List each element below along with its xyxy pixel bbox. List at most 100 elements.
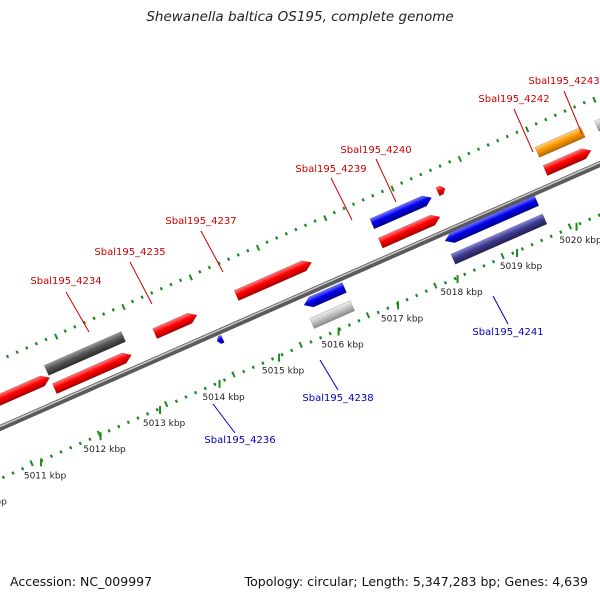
reverse-scale-tick [184,395,188,399]
forward-scale-tick [275,236,279,240]
gene-4241-dark [450,213,548,265]
reverse-scale-tick [213,382,217,387]
forward-scale-tick [284,231,288,236]
label-leader [513,108,534,153]
pseudogene-4234-shape [43,331,126,376]
forward-scale-tick [342,206,346,211]
gene-label: Sbal195_4236 [204,435,275,446]
forward-scale-tick [582,100,586,105]
gene-arrow-4236 [216,334,225,345]
rna-4242-shape [534,126,586,158]
pseudogene-4243-shape [594,96,600,132]
reverse-scale-tick [309,340,313,344]
reverse-scale-tick [357,319,361,323]
forward-scale-tick [188,274,193,281]
forward-scale-tick [73,324,77,329]
kbp-label: 5020 kbp [559,236,600,246]
gene-arrow-4240-shape [435,185,446,197]
reverse-scale-tick [251,365,255,370]
forward-scale-tick [457,155,462,163]
reverse-scale-tick [155,407,159,412]
forward-scale-tick [380,189,384,194]
gene-arrow-left-edge-shape [0,375,51,411]
reverse-scale-tick [21,467,25,471]
reverse-scale-tick [511,251,515,255]
reverse-scale-tick [136,416,140,420]
reverse-scale-tick [347,323,352,327]
gene-arrow-4234 [51,352,132,395]
kbp-label: 5013 kbp [143,419,186,429]
gene-arrow-4238 [303,282,347,308]
forward-scale-tick [351,202,356,206]
gene-label: Sbal195_4242 [478,94,549,105]
reverse-scale-tick [365,312,371,319]
forward-scale-tick [236,253,240,257]
pseudogene-4243 [594,96,600,132]
gene-arrow-4240 [435,185,446,197]
reverse-scale-tick [174,399,179,404]
rna-4242 [534,126,586,158]
forward-scale-tick [92,316,96,321]
gene-arrow-4239 [377,214,441,249]
gene-arrow-4237-shape [233,260,312,301]
gene-arrow-4238-shape [303,282,347,308]
gene-arrow-4239b [369,195,433,230]
forward-scale-tick [399,181,404,185]
pseudogene-4234 [43,331,126,376]
forward-scale-tick [371,193,375,198]
label-leader [212,403,236,434]
reverse-scale-tick [203,386,207,391]
forward-scale-tick [111,308,115,312]
forward-scale-tick [159,286,163,291]
reverse-scale-tick [270,357,275,361]
reverse-scale-tick [231,371,236,378]
gene-label: Sbal195_4240 [340,145,411,156]
reverse-scale-tick [164,400,169,408]
forward-scale-tick [313,219,317,223]
reverse-scale-tick [145,412,150,416]
forward-scale-tick [332,210,336,215]
forward-scale-tick [82,320,87,325]
reverse-scale-tick [567,223,572,230]
scale-ticks [1,96,600,480]
reverse-scale-tick [549,234,553,239]
gene-arrow-4237 [233,260,312,301]
pseudogene-4238 [309,300,355,329]
forward-scale-tick [419,172,423,177]
forward-scale-tick [226,257,231,261]
reverse-scale-tick [78,441,82,446]
reverse-scale-tick [472,268,476,272]
forward-scale-tick [534,121,538,126]
forward-scale-tick [563,109,567,113]
reverse-scale-tick [328,331,332,336]
forward-scale-tick [438,164,442,168]
forward-scale-tick [44,337,48,342]
gene-label: Sbal195_4234 [30,276,101,287]
gene-4241-dark-shape [450,213,548,265]
forward-scale-tick [448,160,452,164]
reverse-scale-tick [49,454,54,458]
reverse-scale-tick [415,293,419,298]
kbp-label: 5012 kbp [83,445,126,455]
reverse-scale-tick [500,252,505,260]
kbp-label: 5010 kbp [0,498,7,508]
forward-scale-tick [34,341,39,346]
kbp-label: 5011 kbp [24,471,67,481]
pseudogene-4238-shape [309,300,355,329]
reverse-scale-tick [290,348,294,353]
gene-arrow-4241-shape [444,195,540,244]
gene-label: Sbal195_4238 [302,393,373,404]
reverse-scale-tick [539,238,544,243]
forward-scale-tick [130,299,135,304]
forward-scale-tick [515,130,519,135]
feature-labels: 5010 kbp 5011 kbp 5012 kbp 5013 kbp 5014 kbp… [0,76,600,508]
forward-scale-tick [246,248,250,253]
reverse-scale-tick [11,471,15,475]
gene-arrow-4236-shape [216,334,225,345]
reverse-scale-tick [588,217,592,222]
forward-scale-tick [255,244,261,251]
gene-arrow-4235-shape [152,312,198,340]
map-title: Shewanella baltica OS195, complete genom… [146,9,454,25]
genome-backbone [0,160,600,432]
gene-arrow-4239-shape [377,214,441,249]
